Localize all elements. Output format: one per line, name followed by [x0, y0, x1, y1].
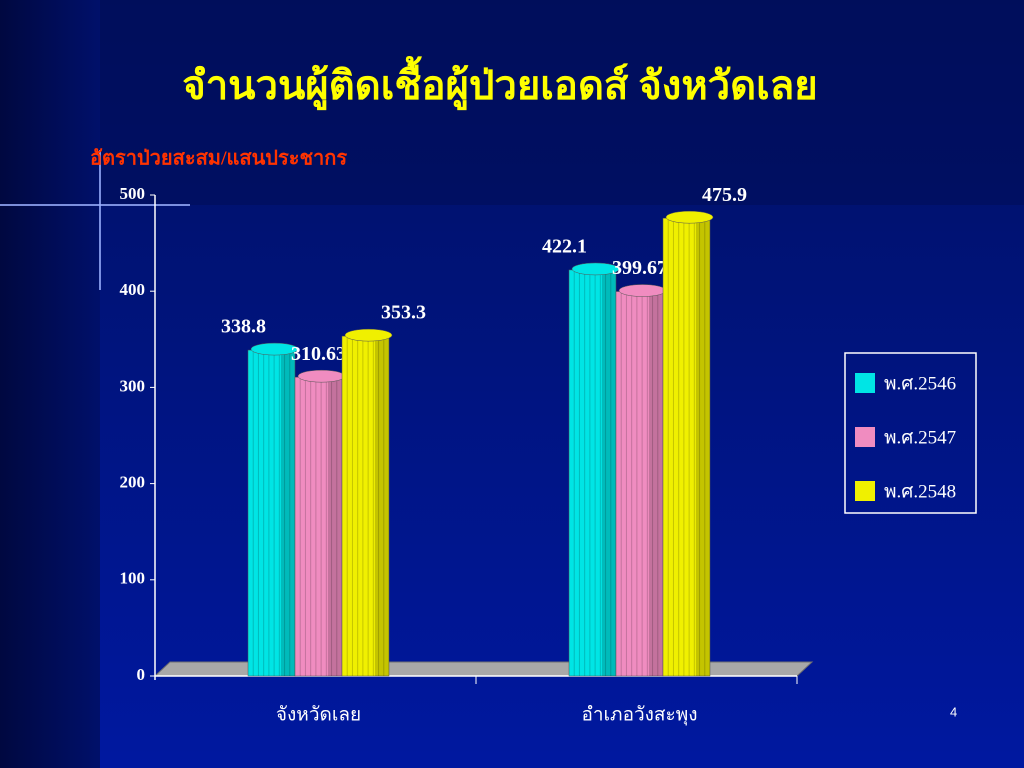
legend-box: [844, 352, 977, 514]
bar-body: [247, 349, 296, 677]
bar: [294, 369, 346, 677]
y-tick-label: 400: [120, 280, 146, 299]
data-label: 475.9: [702, 184, 747, 206]
bar-shade: [695, 218, 710, 676]
bar-cap: [571, 262, 620, 276]
bar-shade: [648, 291, 663, 676]
y-tick-label: 100: [120, 569, 146, 588]
x-tick-label: จังหวัดเลย: [276, 704, 361, 725]
bar-shade: [327, 377, 342, 676]
legend-swatch: [855, 427, 875, 447]
bar-shade: [601, 269, 616, 676]
bar-body: [568, 269, 617, 677]
bar-cap: [344, 328, 393, 342]
legend-label: พ.ศ.2548: [884, 481, 956, 502]
bar: [615, 284, 667, 677]
y-tick-label: 0: [137, 665, 146, 684]
bar-body: [662, 217, 711, 677]
bar-body: [341, 335, 390, 677]
side-band: [0, 0, 100, 768]
bar-cap: [665, 210, 714, 224]
legend-label: พ.ศ.2546: [884, 373, 956, 394]
bar-body: [615, 291, 664, 677]
y-axis-label: อัตราป่วยสะสม/แสนประชากร: [90, 148, 347, 170]
data-label: 353.3: [381, 302, 426, 324]
data-label: 422.1: [542, 236, 587, 258]
bar: [341, 328, 393, 677]
bar-shade: [280, 350, 295, 676]
bar-cap: [297, 369, 346, 383]
legend-swatch: [855, 481, 875, 501]
y-tick-label: 300: [120, 376, 146, 395]
bar-cap: [618, 284, 667, 297]
data-label: 338.8: [221, 316, 266, 338]
page-number: 4: [950, 704, 957, 719]
bar: [568, 262, 620, 677]
bar-cap: [250, 342, 299, 356]
y-tick-label: 200: [120, 473, 146, 492]
legend-swatch: [855, 373, 875, 393]
bar-shade: [374, 336, 389, 676]
bar: [247, 342, 299, 677]
bar: [662, 210, 714, 677]
y-tick-label: 500: [120, 184, 146, 203]
data-label: 399.67: [612, 257, 667, 279]
data-label: 310.63: [291, 343, 346, 365]
chart-title: จำนวนผู้ติดเชื้อผู้ป่วยเอดส์ จังหวัดเลย: [182, 56, 818, 110]
bar-body: [294, 376, 343, 677]
header-band: [100, 0, 1024, 205]
x-tick-label: อำเภอวังสะพุง: [581, 704, 697, 726]
legend-label: พ.ศ.2547: [884, 427, 956, 448]
